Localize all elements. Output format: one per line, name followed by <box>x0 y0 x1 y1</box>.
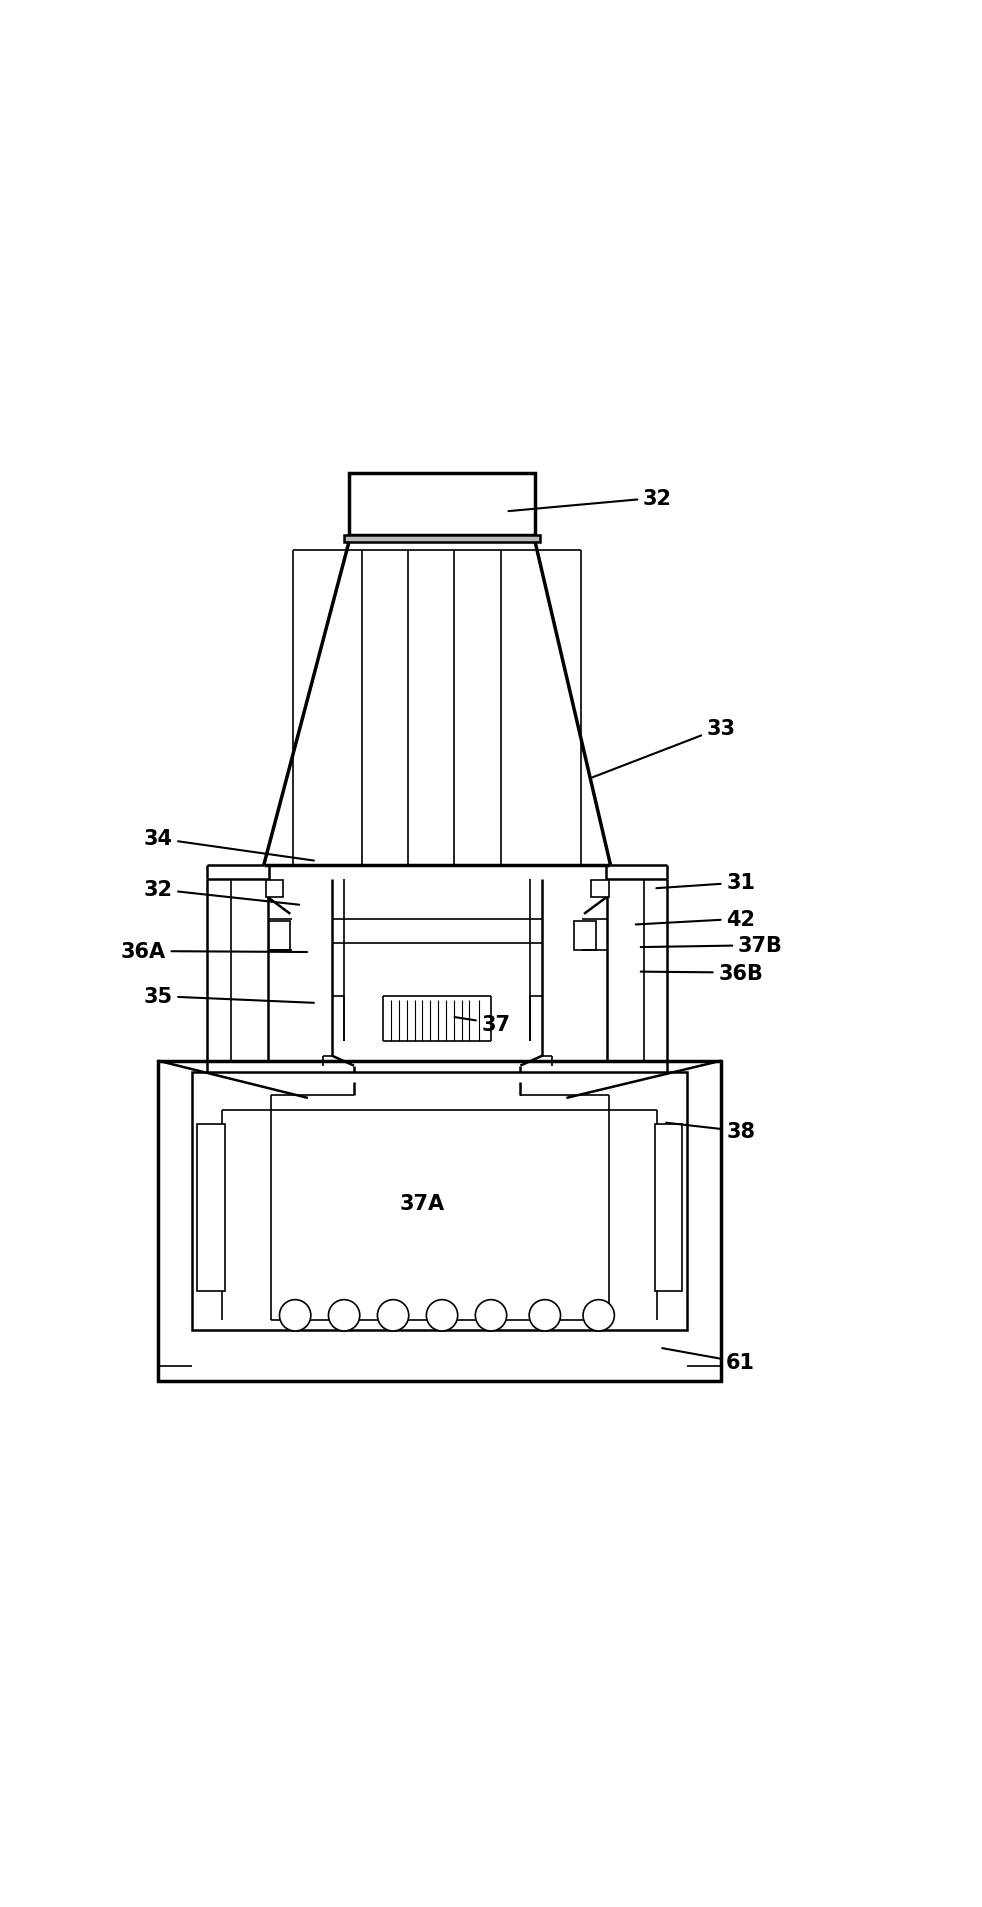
Bar <box>269 921 291 950</box>
Bar <box>158 1060 721 1381</box>
Text: 32: 32 <box>509 488 672 511</box>
Text: 38: 38 <box>666 1121 755 1142</box>
Text: 37A: 37A <box>400 1194 445 1213</box>
Bar <box>349 475 535 536</box>
Bar <box>574 921 596 950</box>
Circle shape <box>377 1301 409 1331</box>
Text: 36A: 36A <box>121 942 307 961</box>
Text: 33: 33 <box>591 719 736 778</box>
Circle shape <box>280 1301 311 1331</box>
Bar <box>197 1125 225 1291</box>
Circle shape <box>475 1301 507 1331</box>
Bar <box>655 1125 682 1291</box>
Bar <box>344 536 540 542</box>
Text: 37B: 37B <box>640 936 783 955</box>
Text: 37: 37 <box>455 1015 511 1034</box>
Text: 36B: 36B <box>640 963 763 984</box>
Text: 42: 42 <box>635 910 755 929</box>
Bar <box>192 1074 686 1331</box>
Bar <box>591 881 609 898</box>
Circle shape <box>529 1301 561 1331</box>
Text: 34: 34 <box>143 830 314 862</box>
Text: 61: 61 <box>662 1348 755 1373</box>
Text: 31: 31 <box>656 873 755 892</box>
Text: 32: 32 <box>143 879 300 906</box>
Text: 35: 35 <box>143 986 314 1007</box>
Bar <box>266 881 284 898</box>
Circle shape <box>583 1301 615 1331</box>
Circle shape <box>426 1301 458 1331</box>
Circle shape <box>328 1301 359 1331</box>
